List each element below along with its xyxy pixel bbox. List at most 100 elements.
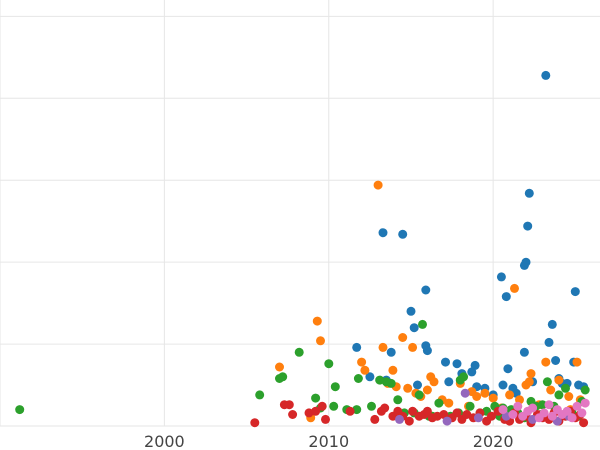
data-point [393, 395, 403, 405]
grid [0, 0, 600, 427]
data-point [255, 390, 265, 400]
data-point [284, 400, 294, 410]
data-point [572, 401, 582, 411]
data-point [473, 413, 483, 423]
data-point [422, 406, 432, 416]
data-point [378, 228, 388, 238]
data-point [488, 393, 498, 403]
x-axis-ticks: 2000 2010 2020 [144, 432, 513, 450]
data-point [554, 390, 564, 400]
series-2 [275, 180, 585, 423]
data-point [547, 319, 557, 329]
data-point [444, 398, 454, 408]
data-point [288, 410, 298, 419]
data-point [278, 372, 288, 382]
data-point [521, 257, 531, 267]
data-point [414, 390, 424, 400]
data-point [539, 408, 549, 418]
data-point [572, 357, 582, 367]
data-point [386, 347, 396, 357]
data-point [409, 323, 419, 333]
data-point [541, 357, 551, 367]
data-point [15, 405, 25, 415]
data-point [324, 359, 334, 369]
data-point [523, 221, 533, 231]
data-point [250, 418, 260, 428]
data-point [418, 319, 427, 329]
data-point [345, 406, 355, 416]
data-point [380, 403, 390, 413]
data-point [513, 401, 523, 411]
data-point [408, 342, 418, 352]
data-point [459, 372, 469, 382]
data-point [562, 406, 572, 416]
data-point [352, 342, 362, 352]
data-point [398, 333, 408, 342]
data-point [388, 365, 398, 375]
data-point [329, 401, 339, 411]
data-point [480, 388, 490, 398]
data-point [465, 401, 475, 411]
data-point [579, 418, 589, 428]
x-tick-label: 2010 [308, 432, 349, 450]
data-point [496, 272, 506, 282]
data-point [275, 362, 284, 372]
data-point [386, 378, 396, 388]
data-point [547, 411, 557, 421]
data-point [357, 357, 367, 367]
data-point [422, 385, 432, 395]
data-point [564, 392, 574, 401]
data-point [452, 359, 462, 369]
data-point [542, 377, 552, 387]
x-tick-label: 2020 [473, 432, 514, 450]
data-point [321, 414, 330, 424]
series-6 [498, 398, 590, 423]
data-point [577, 408, 587, 418]
data-point [460, 388, 470, 398]
data-point [429, 377, 439, 387]
data-point [546, 385, 556, 395]
data-point [524, 188, 534, 198]
data-point [422, 346, 432, 356]
data-point [365, 372, 375, 382]
data-point [554, 375, 564, 385]
data-point [398, 229, 408, 239]
data-point [505, 390, 515, 400]
data-point [311, 393, 321, 403]
data-point [408, 406, 418, 416]
series-1 [352, 70, 589, 400]
x-tick-label: 2000 [144, 432, 185, 450]
data-point [406, 306, 416, 316]
data-point [510, 283, 519, 293]
data-point [503, 364, 513, 374]
data-point [404, 416, 414, 426]
data-point [442, 416, 452, 426]
data-point [378, 342, 388, 352]
data-point [580, 385, 590, 395]
data-point [472, 392, 482, 401]
data-points [15, 70, 590, 428]
data-point [498, 380, 508, 390]
data-point [367, 401, 376, 411]
data-point [487, 411, 496, 421]
data-point [373, 180, 383, 190]
data-point [395, 414, 404, 424]
data-point [370, 414, 380, 424]
data-point [311, 406, 321, 416]
data-point [570, 287, 580, 297]
data-point [470, 360, 480, 370]
data-point [544, 337, 554, 347]
data-point [452, 408, 462, 418]
data-point [360, 365, 370, 375]
data-point [403, 383, 413, 393]
data-point [538, 400, 547, 410]
data-point [317, 401, 327, 411]
data-point [498, 405, 508, 415]
data-point [413, 380, 422, 390]
data-point [421, 285, 431, 295]
data-point [567, 413, 577, 423]
data-point [330, 382, 340, 392]
data-point [434, 398, 444, 408]
data-point [316, 336, 325, 346]
